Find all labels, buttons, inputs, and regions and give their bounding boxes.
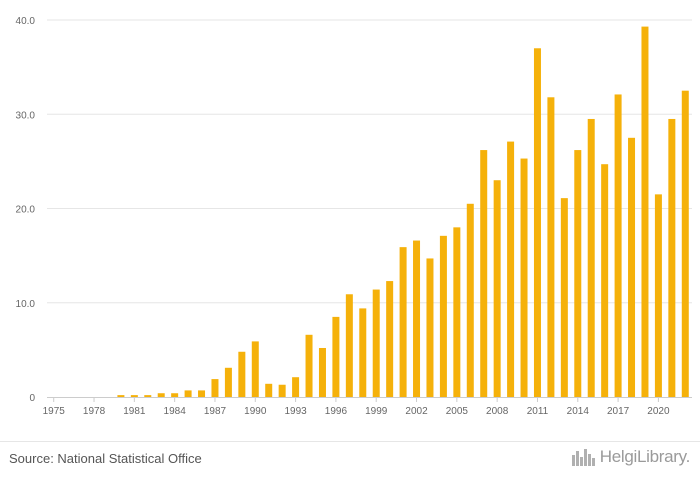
x-tick-label: 2011	[527, 406, 549, 417]
bar	[601, 164, 609, 397]
bar	[386, 281, 394, 397]
x-tick-label: 1975	[43, 406, 66, 417]
chart-footer: Source: National Statistical Office Helg…	[0, 441, 700, 484]
bar	[480, 150, 488, 397]
bar-chart: 0 10.0 20.0 30.0 40.0 1975 1978 1981 1984 1987 199…	[16, 16, 692, 417]
bar	[318, 347, 326, 397]
x-tick-label: 1990	[244, 406, 267, 417]
bar	[628, 137, 636, 397]
x-tick-label: 1999	[365, 406, 388, 417]
y-tick-label: 30.0	[16, 110, 36, 121]
bar	[547, 97, 555, 397]
bar	[560, 198, 568, 397]
bar	[278, 384, 286, 397]
x-tick-label: 2002	[405, 406, 428, 417]
bar	[184, 390, 192, 397]
bar	[265, 383, 273, 397]
bar	[305, 334, 313, 397]
bar	[641, 26, 649, 397]
y-tick-label: 20.0	[16, 205, 36, 216]
x-tick-label: 2008	[486, 406, 509, 417]
bars	[117, 26, 689, 398]
y-tick-label: 10.0	[16, 299, 36, 310]
bar	[224, 367, 232, 397]
x-tick-label: 1987	[204, 406, 227, 417]
bar	[359, 308, 367, 397]
bar	[533, 48, 541, 398]
x-tick-label: 1984	[164, 406, 187, 417]
x-tick-label: 1978	[83, 406, 106, 417]
bar	[453, 227, 461, 397]
helgilibrary-logo-icon	[571, 449, 595, 466]
x-tick-label: 1996	[325, 406, 348, 417]
grid-lines	[47, 19, 692, 304]
bar	[587, 118, 595, 398]
bar	[399, 247, 407, 397]
bar	[439, 235, 447, 397]
bar	[426, 258, 434, 397]
bar	[292, 377, 300, 397]
bar	[493, 180, 501, 397]
x-tick-label: 2017	[607, 406, 630, 417]
bar	[157, 393, 165, 397]
bar	[520, 158, 528, 397]
bar	[251, 341, 259, 397]
bar	[117, 395, 125, 397]
bar	[144, 395, 152, 397]
bar	[211, 379, 219, 397]
x-tick-label: 1993	[284, 406, 307, 417]
bar	[413, 240, 421, 397]
bar	[681, 90, 689, 397]
x-tick-label: 2020	[647, 406, 670, 417]
source-text: Source: National Statistical Office	[9, 451, 202, 466]
bar	[668, 118, 676, 398]
axes: 0 10.0 20.0 30.0 40.0 1975 1978 1981 1984 1987 199…	[16, 16, 692, 417]
y-tick-label: 0	[29, 393, 35, 404]
logo-text: HelgiLibrary.	[599, 447, 691, 466]
bar	[574, 150, 582, 397]
x-tick-label: 2005	[446, 406, 469, 417]
x-tick-label: 2014	[567, 406, 590, 417]
bar	[171, 393, 179, 397]
y-tick-label: 40.0	[16, 16, 36, 27]
helgilibrary-logo[interactable]: HelgiLibrary.	[571, 447, 690, 467]
bar	[654, 194, 662, 397]
bar	[238, 351, 246, 397]
bar	[372, 289, 380, 397]
x-tick-label: 1981	[123, 406, 146, 417]
bar	[507, 141, 515, 397]
bar	[130, 395, 138, 397]
bar	[345, 294, 353, 397]
bar	[332, 316, 340, 397]
bar	[614, 94, 622, 398]
bar	[198, 390, 206, 397]
bar	[466, 203, 474, 397]
